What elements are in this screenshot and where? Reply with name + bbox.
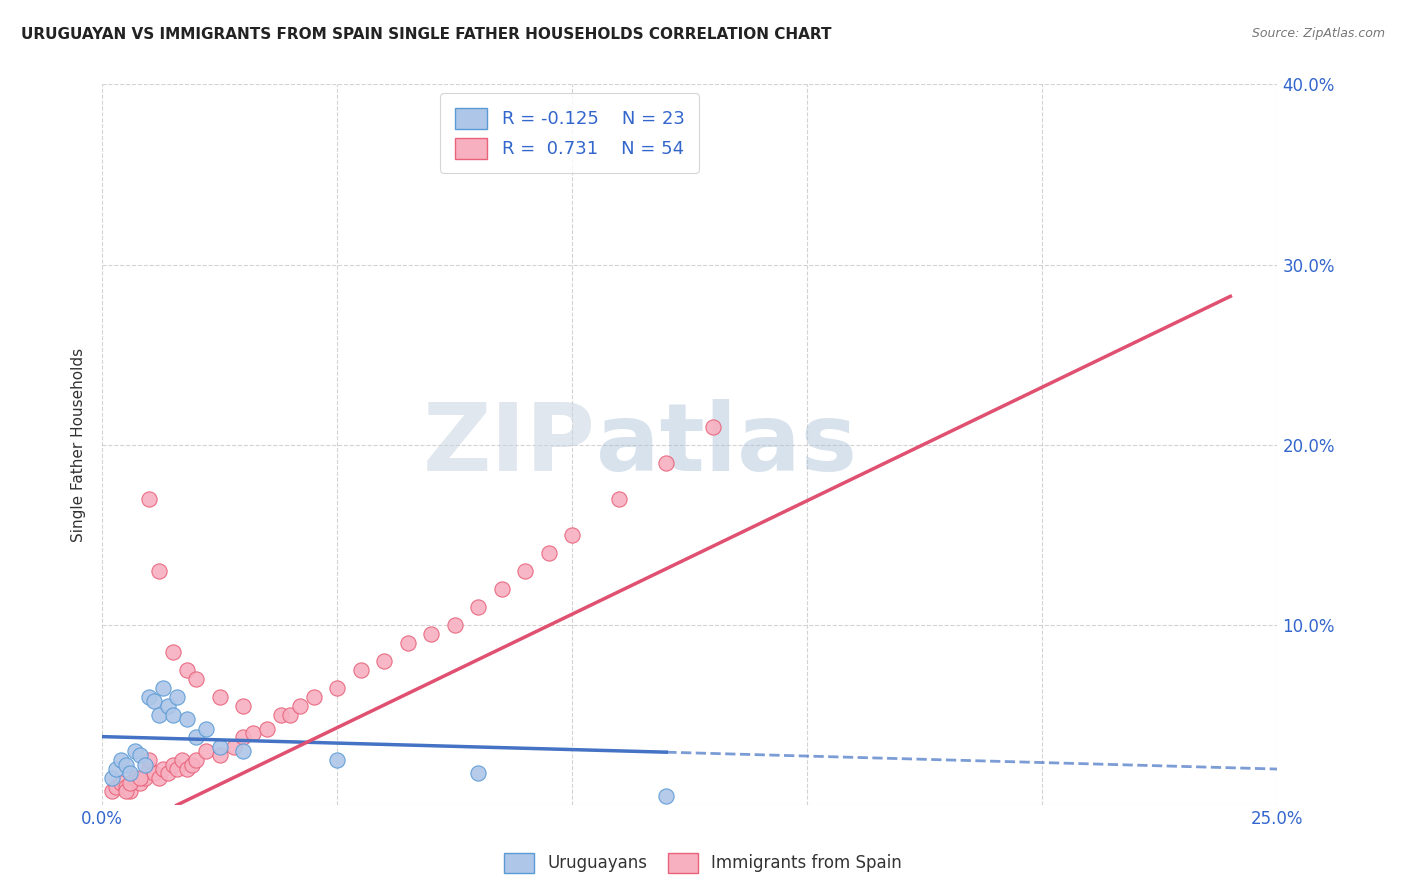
- Point: [162, 708, 184, 723]
- Text: URUGUAYAN VS IMMIGRANTS FROM SPAIN SINGLE FATHER HOUSEHOLDS CORRELATION CHART: URUGUAYAN VS IMMIGRANTS FROM SPAIN SINGL…: [21, 27, 831, 42]
- Point: [373, 654, 395, 668]
- Point: [138, 491, 160, 506]
- Point: [105, 762, 128, 776]
- Point: [110, 776, 132, 790]
- Point: [702, 419, 724, 434]
- Point: [162, 758, 184, 772]
- Point: [270, 708, 292, 723]
- Point: [467, 599, 489, 614]
- Point: [232, 744, 254, 758]
- Point: [232, 730, 254, 744]
- Point: [114, 758, 136, 772]
- Point: [194, 723, 217, 737]
- Point: [607, 491, 630, 506]
- Point: [288, 698, 311, 713]
- Point: [186, 753, 208, 767]
- Text: Source: ZipAtlas.com: Source: ZipAtlas.com: [1251, 27, 1385, 40]
- Point: [128, 747, 150, 762]
- Point: [134, 771, 156, 785]
- Point: [120, 783, 142, 797]
- Point: [176, 762, 198, 776]
- Point: [148, 771, 170, 785]
- Point: [232, 698, 254, 713]
- Point: [138, 762, 160, 776]
- Point: [100, 783, 122, 797]
- Text: ZIP: ZIP: [423, 399, 596, 491]
- Point: [166, 690, 188, 704]
- Point: [180, 758, 202, 772]
- Point: [242, 726, 264, 740]
- Point: [162, 645, 184, 659]
- Point: [128, 771, 150, 785]
- Point: [128, 776, 150, 790]
- Point: [256, 723, 278, 737]
- Point: [157, 765, 180, 780]
- Point: [186, 730, 208, 744]
- Point: [124, 771, 146, 785]
- Point: [326, 681, 349, 695]
- Text: atlas: atlas: [596, 399, 856, 491]
- Point: [537, 546, 560, 560]
- Point: [222, 740, 245, 755]
- Point: [138, 690, 160, 704]
- Point: [326, 753, 349, 767]
- Legend: Uruguayans, Immigrants from Spain: Uruguayans, Immigrants from Spain: [498, 847, 908, 880]
- Point: [302, 690, 325, 704]
- Point: [114, 780, 136, 794]
- Point: [166, 762, 188, 776]
- Point: [491, 582, 513, 596]
- Point: [420, 627, 443, 641]
- Point: [655, 456, 678, 470]
- Y-axis label: Single Father Households: Single Father Households: [72, 348, 86, 541]
- Point: [152, 681, 174, 695]
- Point: [467, 765, 489, 780]
- Legend: R = -0.125    N = 23, R =  0.731    N = 54: R = -0.125 N = 23, R = 0.731 N = 54: [440, 94, 699, 173]
- Point: [655, 789, 678, 803]
- Point: [142, 765, 165, 780]
- Point: [396, 636, 419, 650]
- Point: [208, 740, 231, 755]
- Point: [157, 698, 180, 713]
- Point: [172, 753, 194, 767]
- Point: [120, 765, 142, 780]
- Point: [120, 776, 142, 790]
- Point: [208, 690, 231, 704]
- Point: [138, 753, 160, 767]
- Point: [208, 747, 231, 762]
- Point: [148, 708, 170, 723]
- Point: [176, 663, 198, 677]
- Point: [194, 744, 217, 758]
- Point: [142, 693, 165, 707]
- Point: [278, 708, 301, 723]
- Point: [110, 753, 132, 767]
- Point: [114, 783, 136, 797]
- Point: [350, 663, 373, 677]
- Point: [561, 528, 583, 542]
- Point: [515, 564, 537, 578]
- Point: [124, 744, 146, 758]
- Point: [134, 758, 156, 772]
- Point: [152, 762, 174, 776]
- Point: [100, 771, 122, 785]
- Point: [176, 712, 198, 726]
- Point: [186, 672, 208, 686]
- Point: [443, 618, 465, 632]
- Point: [105, 780, 128, 794]
- Point: [148, 564, 170, 578]
